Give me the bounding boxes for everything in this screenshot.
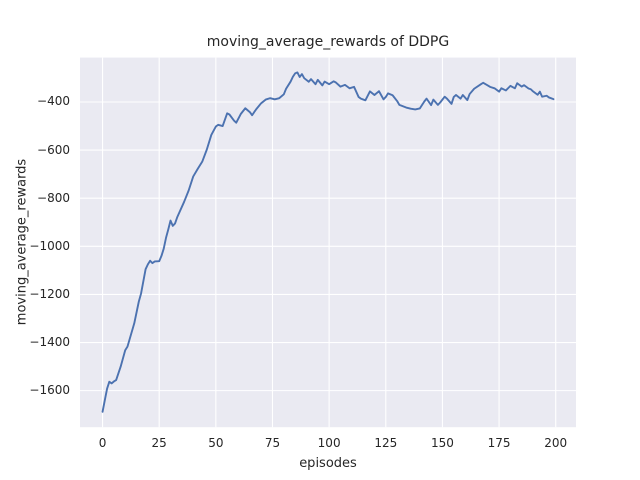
plot-background	[80, 57, 576, 428]
chart-title: moving_average_rewards of DDPG	[206, 34, 450, 50]
y-tick-label: −1200	[29, 286, 70, 301]
x-tick-label: 175	[487, 436, 511, 450]
y-tick-label: −800	[37, 190, 70, 205]
y-tick-label: −400	[37, 94, 70, 109]
y-tick-label: −1400	[29, 335, 70, 349]
x-tick-label: 25	[151, 436, 167, 450]
x-tick-label: 200	[544, 436, 568, 450]
y-axis-label: moving_average_rewards	[14, 158, 30, 326]
y-tick-label: −600	[37, 142, 70, 157]
x-tick-label: 100	[317, 436, 341, 450]
x-tick-label: 50	[208, 436, 224, 450]
y-tick-label: −1000	[29, 238, 70, 253]
y-tick-label: −1600	[29, 383, 70, 398]
x-tick-label: 125	[374, 436, 398, 450]
x-tick-label: 75	[264, 436, 281, 450]
x-tick-label: 0	[98, 436, 107, 450]
x-axis-label: episodes	[299, 456, 357, 471]
reward-line	[101, 71, 555, 413]
x-tick-label: 150	[430, 436, 454, 450]
